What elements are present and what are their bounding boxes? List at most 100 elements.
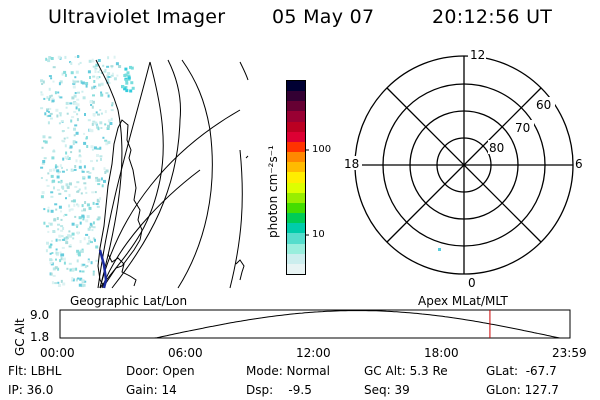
emission-speck <box>40 91 43 94</box>
emission-speck <box>103 179 106 183</box>
emission-speck <box>111 72 114 75</box>
emission-speck <box>71 116 75 119</box>
emission-speck <box>71 232 75 236</box>
emission-speck <box>92 113 96 117</box>
emission-speck <box>113 55 116 59</box>
emission-speck <box>100 82 104 86</box>
emission-speck <box>104 110 107 114</box>
emission-speck <box>59 259 62 263</box>
emission-speck <box>96 154 99 157</box>
emission-speck <box>89 128 92 132</box>
emission-speck <box>88 239 92 243</box>
emission-speck <box>97 127 100 131</box>
emission-speck <box>50 174 54 178</box>
emission-speck <box>67 155 69 159</box>
emission-speck <box>41 83 44 85</box>
emission-speck <box>76 249 80 253</box>
emission-speck <box>72 142 75 145</box>
emission-speck <box>83 208 86 212</box>
emission-speck <box>57 223 60 226</box>
emission-speck <box>90 160 93 163</box>
emission-speck <box>97 113 100 116</box>
emission-speck <box>77 204 80 208</box>
emission-speck <box>61 170 65 173</box>
emission-speck <box>91 122 94 126</box>
emission-speck <box>58 192 62 195</box>
time-tick-2359: 23:59 <box>552 346 587 360</box>
emission-speck <box>75 131 79 135</box>
emission-speck <box>76 103 80 107</box>
emission-speck <box>110 74 114 77</box>
emission-speck <box>40 93 44 96</box>
emission-speck <box>65 101 69 105</box>
emission-speck <box>101 184 104 188</box>
emission-speck <box>83 237 86 241</box>
emission-speck <box>46 241 49 245</box>
emission-speck <box>83 141 87 145</box>
emission-speck <box>126 71 130 75</box>
emission-speck <box>123 87 127 91</box>
emission-speck <box>89 76 91 79</box>
emission-speck <box>69 61 72 64</box>
emission-speck <box>62 227 65 230</box>
coastline <box>235 259 245 281</box>
emission-speck <box>55 238 58 242</box>
emission-speck <box>76 118 79 122</box>
emission-speck <box>41 162 45 165</box>
emission-speck <box>113 77 117 81</box>
emission-speck <box>79 240 82 244</box>
emission-speck <box>51 156 55 160</box>
instrument-title: Ultraviolet Imager <box>48 6 226 28</box>
emission-speck <box>64 190 68 193</box>
lat-label-60: 60 <box>536 98 551 112</box>
emission-speck <box>59 164 62 168</box>
glon-info: GLon: 127.7 <box>486 383 559 397</box>
emission-speck <box>99 155 103 158</box>
observation-date: 05 May 07 <box>272 6 375 28</box>
emission-speck <box>105 142 109 146</box>
emission-speck <box>63 70 67 74</box>
emission-speck <box>84 201 87 204</box>
emission-speck <box>74 185 78 188</box>
emission-speck <box>55 258 57 261</box>
emission-speck <box>85 191 88 194</box>
lat-label-70: 70 <box>515 121 530 135</box>
lat-label-80: 80 <box>489 141 504 155</box>
emission-speck <box>49 117 53 120</box>
emission-speck <box>100 177 103 181</box>
emission-speck <box>121 85 125 89</box>
emission-speck <box>105 169 109 173</box>
emission-speck <box>87 175 91 179</box>
emission-speck <box>58 205 62 209</box>
emission-speck <box>74 76 77 79</box>
emission-speck <box>47 209 50 213</box>
emission-speck <box>60 253 63 257</box>
emission-speck <box>106 74 110 77</box>
geographic-label: Geographic Lat/Lon <box>70 294 188 308</box>
emission-speck <box>64 155 67 159</box>
emission-speck <box>54 266 58 270</box>
emission-speck <box>60 257 63 261</box>
emission-speck <box>75 70 79 74</box>
emission-speck <box>81 214 85 218</box>
emission-speck <box>74 102 78 106</box>
emission-speck <box>77 277 80 280</box>
emission-speck <box>88 59 92 63</box>
emission-speck <box>97 59 101 62</box>
emission-speck <box>51 281 54 285</box>
emission-speck <box>43 221 46 225</box>
emission-speck <box>127 76 131 80</box>
emission-speck <box>72 267 75 271</box>
emission-speck <box>70 71 74 75</box>
colorbar-swatch <box>287 213 305 224</box>
emission-speck <box>87 119 91 122</box>
emission-speck <box>85 233 89 236</box>
emission-speck <box>84 186 87 190</box>
emission-speck <box>81 81 85 85</box>
emission-speck <box>76 113 79 116</box>
emission-speck <box>49 222 53 226</box>
emission-speck <box>56 189 60 191</box>
emission-speck <box>49 95 52 99</box>
emission-speck <box>71 277 74 280</box>
emission-speck <box>59 96 63 99</box>
